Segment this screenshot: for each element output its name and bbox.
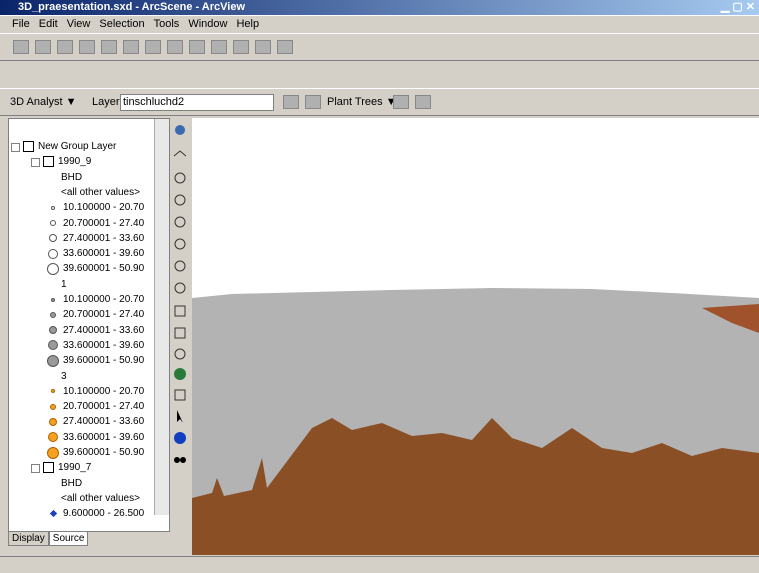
legend-symbol xyxy=(49,326,57,335)
status-bar xyxy=(0,556,759,573)
legend-symbol xyxy=(50,220,56,226)
legend-symbol xyxy=(51,389,55,394)
expander[interactable] xyxy=(31,464,40,474)
toc-item: 39.600001 - 50.90 xyxy=(63,355,145,367)
legend-symbol xyxy=(48,248,58,259)
legend-symbol xyxy=(47,354,59,367)
expander[interactable] xyxy=(31,158,40,168)
toc-item: 10.100000 - 20.70 xyxy=(63,294,145,305)
menu-item[interactable]: Edit xyxy=(38,18,58,30)
scene-view xyxy=(192,118,759,555)
toc-item: 27.400001 - 33.60 xyxy=(63,416,145,428)
toc-item: 33.600001 - 39.60 xyxy=(63,431,145,443)
toc-item: 27.400001 - 33.60 xyxy=(63,324,145,336)
checkbox[interactable] xyxy=(23,141,34,152)
menu-item[interactable]: Help xyxy=(236,18,260,30)
toc-item: <all other values> xyxy=(61,492,140,504)
toc-item: BHD xyxy=(61,477,83,489)
legend-symbol xyxy=(48,340,58,351)
toc-item: 10.100000 - 20.70 xyxy=(63,202,145,214)
tab[interactable]: Source xyxy=(48,532,89,546)
analyst-toolbar: 3D Analyst ▼ Layer: tinschluchd2 Plant T… xyxy=(0,88,759,116)
scrollbar[interactable] xyxy=(154,119,169,515)
menu-item[interactable]: Window xyxy=(188,18,228,30)
toc-item: 39.600001 - 50.90 xyxy=(63,263,145,275)
menu-item[interactable]: View xyxy=(66,18,91,30)
legend-symbol xyxy=(51,205,55,210)
toc-item: <all other values> xyxy=(61,186,140,198)
window-controls[interactable]: ▁ ▢ ✕ xyxy=(720,1,755,13)
menu-item[interactable]: File xyxy=(12,18,30,30)
standard-toolbar xyxy=(0,33,759,61)
legend-symbol xyxy=(50,311,56,318)
plant-trees-menu[interactable]: Plant Trees ▼ xyxy=(327,96,397,108)
toc-item: 33.600001 - 39.60 xyxy=(63,339,145,351)
toc-item: 1990_9 xyxy=(58,156,92,168)
tools-column xyxy=(170,118,190,555)
menu-bar: File Edit View Selection Tools Window Help xyxy=(0,15,759,34)
analyst-menu[interactable]: 3D Analyst ▼ xyxy=(10,96,77,108)
legend-symbol xyxy=(51,297,55,302)
legend-symbol xyxy=(50,403,56,410)
toc-item: 1 xyxy=(61,278,67,290)
layer-label: Layer: xyxy=(92,96,123,108)
toc-item: 1990_7 xyxy=(58,462,92,474)
legend-symbol xyxy=(49,510,57,518)
toc-item: 20.700001 - 27.40 xyxy=(63,309,145,321)
toc-item: 33.600001 - 39.60 xyxy=(63,248,145,260)
tool-icons xyxy=(173,125,187,463)
title-bar: 3D_praesentation.sxd - ArcScene - ArcVie… xyxy=(0,0,759,15)
table-of-contents: New Group Layer 1990_9 BHD <all other value… xyxy=(8,118,170,532)
toc-item: 3 xyxy=(61,370,67,382)
toc-item: 20.700001 - 27.40 xyxy=(63,401,145,413)
toc-item: New Group Layer xyxy=(38,141,117,152)
layer-dropdown[interactable]: tinschluchd2 xyxy=(120,94,274,111)
toc-item: BHD xyxy=(61,171,83,183)
toc-item: 9.600000 - 26.500 xyxy=(63,508,145,520)
tabs: Display Source xyxy=(8,532,89,546)
menu-item[interactable]: Selection xyxy=(99,18,145,30)
menu-item[interactable]: Tools xyxy=(153,18,180,30)
legend-symbol xyxy=(47,262,59,275)
legend-symbol xyxy=(49,234,57,243)
toc-item: 20.700001 - 27.40 xyxy=(63,217,145,229)
checkbox[interactable] xyxy=(43,156,54,168)
toc-item: 27.400001 - 33.60 xyxy=(63,232,145,244)
expander[interactable] xyxy=(11,143,20,152)
window-title: 3D_praesentation.sxd - ArcScene - ArcVie… xyxy=(18,1,246,13)
legend-symbol xyxy=(48,432,58,443)
legend-symbol xyxy=(49,417,57,426)
toc-item: 39.600001 - 50.90 xyxy=(63,447,145,458)
tab[interactable]: Display xyxy=(8,532,49,546)
toc-item: 10.100000 - 20.70 xyxy=(63,385,145,397)
checkbox[interactable] xyxy=(43,462,54,474)
legend-symbol xyxy=(47,446,59,459)
